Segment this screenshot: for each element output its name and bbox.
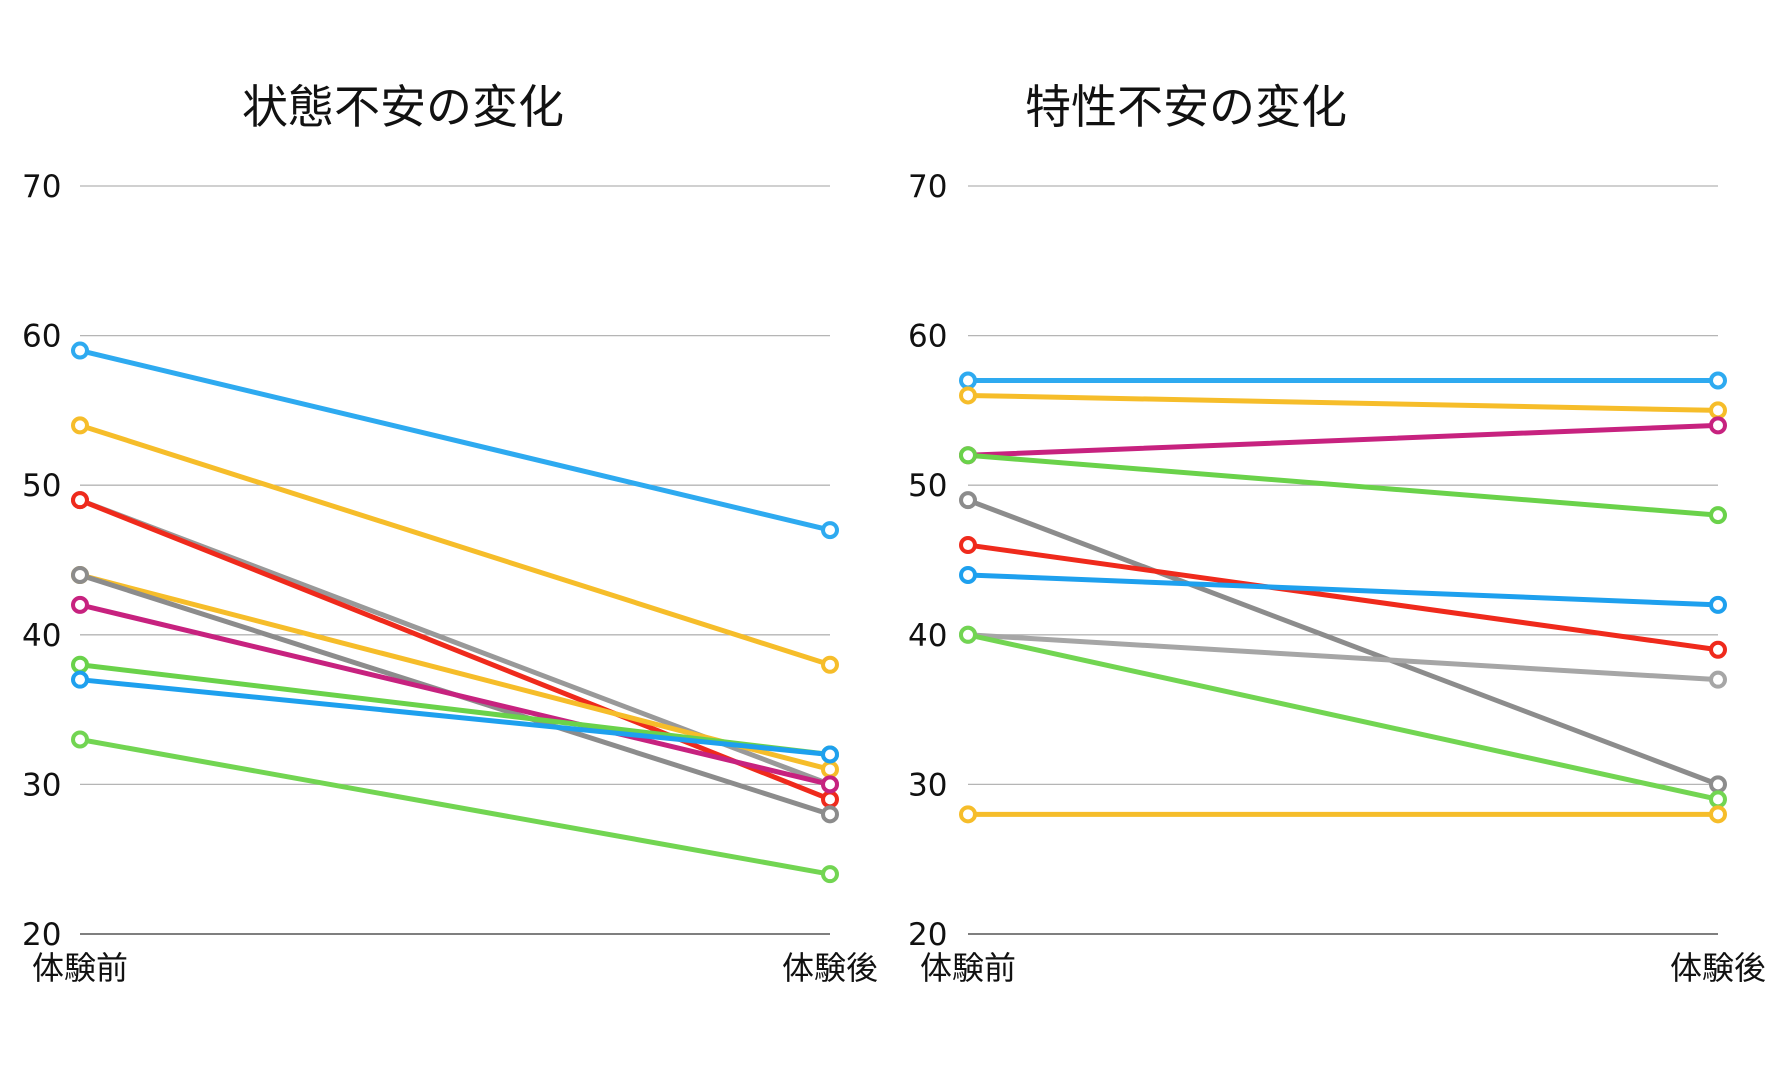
- y-tick-label: 30: [22, 767, 61, 803]
- series-line: [77, 602, 833, 787]
- data-point: [821, 865, 839, 884]
- data-point: [71, 565, 89, 584]
- series-line: [965, 542, 1721, 653]
- data-point: [71, 595, 89, 614]
- chart-trait-anxiety-svg: 特性不安の変化 20 30 40 50 60 70 体験前 体験後: [908, 80, 1766, 987]
- y-axis-ticks: 20 30 40 50 60 70: [908, 169, 947, 953]
- data-point: [959, 565, 977, 584]
- y-tick-label: 70: [22, 169, 61, 205]
- x-tick-label: 体験後: [1670, 949, 1766, 987]
- series-line: [965, 572, 1721, 608]
- series-line: [965, 632, 1721, 683]
- y-tick-label: 40: [908, 618, 947, 654]
- series-line: [965, 632, 1721, 802]
- x-tick-label: 体験前: [920, 949, 1016, 987]
- series-line: [965, 422, 1721, 458]
- data-point: [71, 491, 89, 510]
- y-tick-label: 50: [908, 468, 947, 504]
- data-point: [1709, 805, 1727, 824]
- series-line: [965, 497, 1721, 787]
- y-tick-label: 20: [908, 917, 947, 953]
- y-tick-label: 60: [22, 319, 61, 355]
- chart-state-anxiety: 状態不安の変化 20 30 40 50 60 70 体験前 体験後: [22, 80, 878, 987]
- data-point: [71, 655, 89, 674]
- series-lines: [959, 371, 1727, 824]
- data-point: [959, 386, 977, 405]
- y-tick-label: 50: [22, 468, 61, 504]
- series-line: [77, 737, 833, 877]
- data-point: [821, 775, 839, 794]
- series-line: [77, 677, 833, 757]
- series-line: [77, 348, 833, 533]
- data-point: [71, 416, 89, 435]
- data-point: [959, 491, 977, 510]
- data-point: [959, 446, 977, 465]
- data-point: [821, 745, 839, 764]
- data-point: [1709, 416, 1727, 435]
- data-point: [821, 521, 839, 540]
- chart-title: 状態不安の変化: [242, 80, 564, 134]
- series-line: [77, 422, 833, 668]
- x-tick-label: 体験後: [782, 949, 878, 987]
- x-axis-ticks: 体験前 体験後: [920, 949, 1766, 987]
- chart-trait-anxiety: 特性不安の変化 20 30 40 50 60 70 体験前 体験後: [886, 0, 1772, 1080]
- data-point: [1709, 595, 1727, 614]
- data-point: [1709, 401, 1727, 420]
- data-point: [1709, 371, 1727, 390]
- series-line: [77, 497, 833, 802]
- data-point: [71, 341, 89, 360]
- data-point: [821, 805, 839, 824]
- data-point: [1709, 790, 1727, 809]
- data-point: [959, 805, 977, 824]
- data-point: [959, 371, 977, 390]
- y-tick-label: 20: [22, 917, 61, 953]
- series-line: [965, 392, 1721, 413]
- data-point: [959, 625, 977, 644]
- y-tick-label: 30: [908, 767, 947, 803]
- data-point: [1709, 506, 1727, 525]
- data-point: [1709, 670, 1727, 689]
- chart-title: 特性不安の変化: [1025, 80, 1347, 134]
- chart-state-anxiety-svg: 状態不安の変化 20 30 40 50 60 70 体験前 体験後: [22, 80, 878, 987]
- gridlines: [80, 185, 830, 935]
- data-point: [959, 536, 977, 555]
- data-point: [71, 670, 89, 689]
- data-point: [821, 790, 839, 809]
- data-point: [1709, 640, 1727, 659]
- data-point: [821, 760, 839, 779]
- series-line: [965, 452, 1721, 518]
- x-axis-ticks: 体験前 体験後: [32, 949, 878, 987]
- data-point: [821, 655, 839, 674]
- y-tick-label: 60: [908, 319, 947, 355]
- y-axis-ticks: 20 30 40 50 60 70: [22, 169, 61, 953]
- data-point: [71, 730, 89, 749]
- x-tick-label: 体験前: [32, 949, 128, 987]
- y-tick-label: 70: [908, 169, 947, 205]
- y-tick-label: 40: [22, 618, 61, 654]
- series-lines: [71, 341, 839, 884]
- data-point: [1709, 775, 1727, 794]
